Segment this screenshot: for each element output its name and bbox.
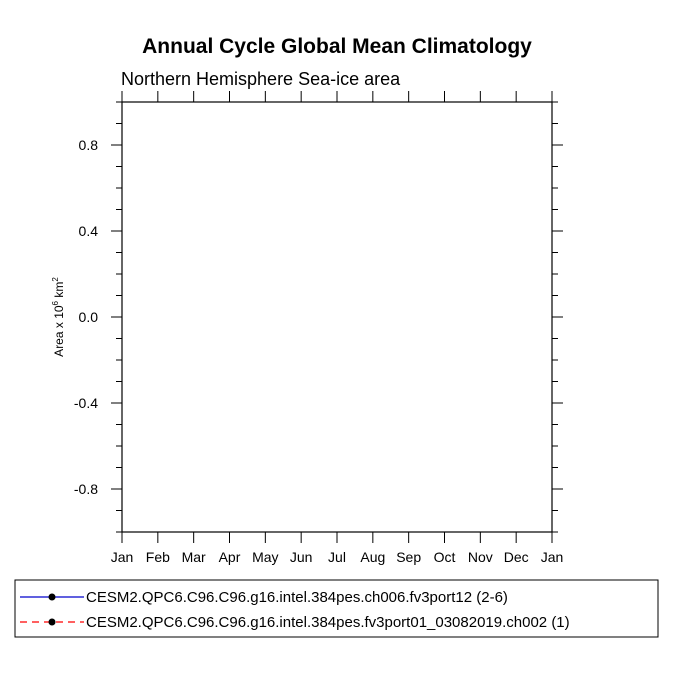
legend-label-2: CESM2.QPC6.C96.C96.g16.intel.384pes.fv3p… [86,614,570,631]
x-tick-label: Nov [468,549,493,565]
legend-marker-1 [48,593,56,601]
y-tick-label: -0.4 [74,395,98,411]
x-tick-label: Feb [146,549,170,565]
plot-area-frame [121,101,553,533]
x-tick-label: May [252,549,278,565]
x-tick-label: Jan [541,549,564,565]
axis-ticks [111,91,563,543]
x-tick-label: Sep [396,549,421,565]
y-axis-label: Area x 106 km2 [51,277,66,357]
y-axis-label-exponent: 6 [51,300,60,305]
x-tick-label: Jan [111,549,134,565]
y-axis-label-unit-exponent: 2 [51,277,60,282]
y-axis-tick-labels: 0.8 0.4 0.0 -0.4 -0.8 [74,137,98,497]
y-tick-label: 0.0 [79,309,99,325]
chart-subtitle: Northern Hemisphere Sea-ice area [121,69,401,89]
x-tick-label: Aug [360,549,385,565]
legend-entry-1: CESM2.QPC6.C96.C96.g16.intel.384pes.ch00… [20,589,508,606]
x-tick-label: Apr [219,549,241,565]
x-tick-label: Mar [182,549,206,565]
y-axis-label-unit: km [52,282,66,301]
legend-marker-2 [48,618,56,626]
x-tick-label: Dec [504,549,529,565]
x-tick-label: Oct [434,549,456,565]
x-tick-label: Jul [328,549,346,565]
legend-box [14,579,659,638]
chart-title: Annual Cycle Global Mean Climatology [142,35,532,58]
y-axis-label-text: Area x 10 [52,305,66,357]
x-tick-label: Jun [290,549,313,565]
y-tick-label: -0.8 [74,481,98,497]
y-tick-label: 0.4 [79,223,99,239]
legend-entry-2: CESM2.QPC6.C96.C96.g16.intel.384pes.fv3p… [20,614,570,631]
x-axis-tick-labels: Jan Feb Mar Apr May Jun Jul Aug Sep Oct Nov Dec Jan [111,549,564,565]
legend-label-1: CESM2.QPC6.C96.C96.g16.intel.384pes.ch00… [86,589,508,606]
y-tick-label: 0.8 [79,137,99,153]
